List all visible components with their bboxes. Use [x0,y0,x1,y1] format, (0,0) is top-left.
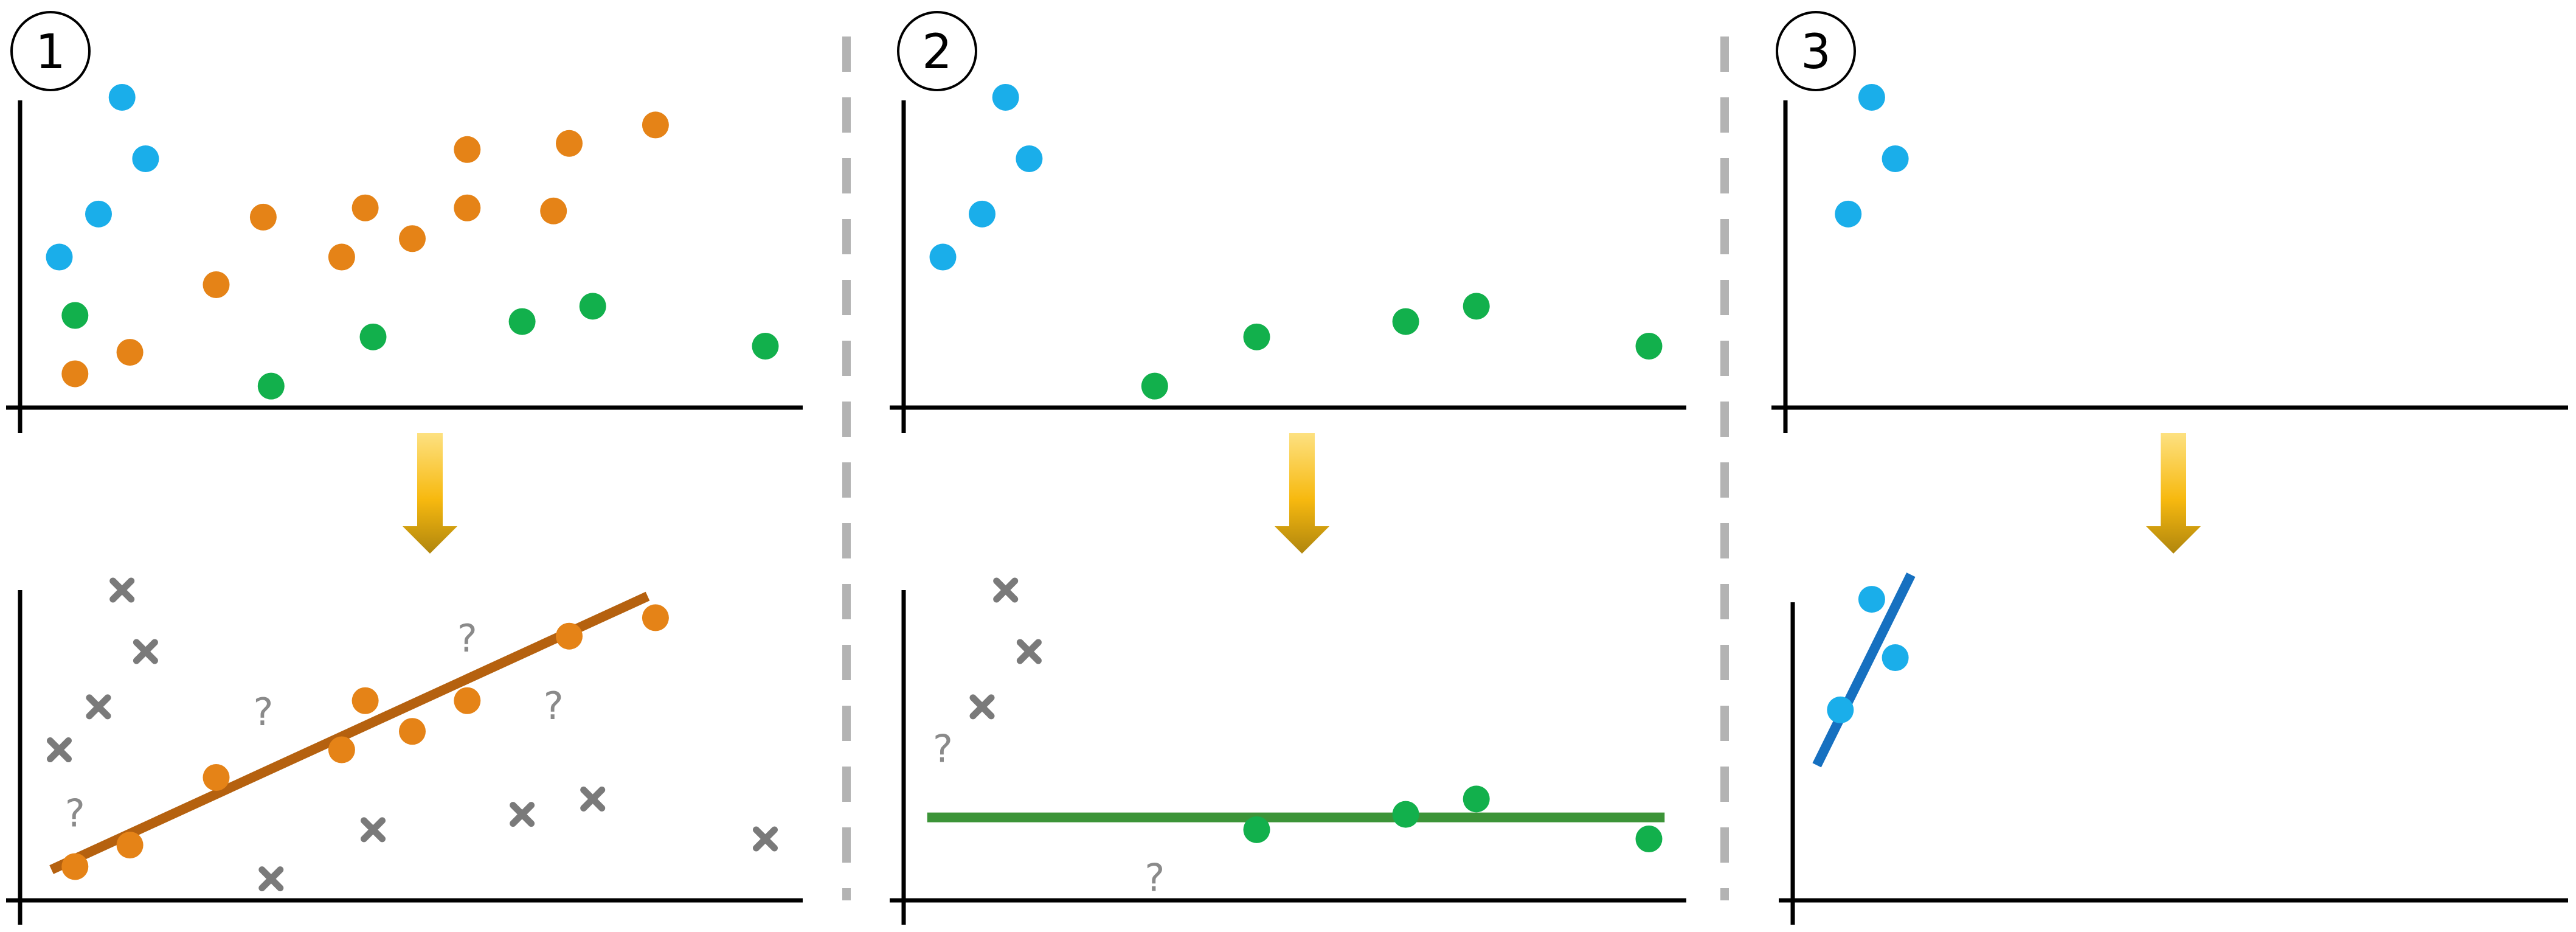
orange-point [399,225,426,252]
step-label-1: 1 [10,11,91,91]
blue-point [85,200,112,228]
cross-icon [580,786,606,812]
question-mark: ? [253,690,273,734]
orange-point [454,136,481,163]
green-point [1141,372,1168,400]
orange-point [203,271,230,298]
cross-icon [361,817,386,843]
step-number: 3 [1801,25,1831,80]
green-point [1463,785,1490,813]
question-mark: ? [457,616,477,661]
cross-icon [993,577,1019,603]
blue-point [1858,83,1885,111]
question-mark: ? [933,727,953,771]
green-point [1635,826,1663,852]
cross-icon [47,737,72,763]
panel-3-bottom-axes [1779,602,2568,925]
down-arrow-icon [1275,433,1329,554]
fit-line [49,591,650,874]
green-point [61,302,89,329]
blue-point [1882,145,1909,172]
cross-icon [258,866,284,892]
blue-point [108,83,136,111]
orange-point [116,832,144,859]
panel-2-top-axes [890,100,1686,433]
green-point [1243,323,1270,350]
blue-point [1858,586,1885,613]
orange-point [399,718,426,745]
down-arrow-icon [2146,433,2201,554]
question-mark: ? [544,684,564,728]
orange-point [351,687,379,714]
blue-point [46,243,73,271]
orange-point [61,853,89,880]
fit-line [1812,572,1916,768]
down-arrow-icon [403,433,457,554]
orange-point [351,194,379,221]
panel-1-top-axes [6,100,803,433]
step-label-3: 3 [1776,11,1856,91]
orange-point [540,197,567,224]
orange-point [454,194,481,221]
cross-icon [1016,639,1042,664]
green-point [257,372,285,400]
orange-point [454,687,481,714]
step-number: 2 [922,25,952,80]
blue-point [969,200,995,228]
blue-point [1827,696,1854,723]
question-mark: ? [1144,856,1165,900]
orange-point [61,360,89,388]
blue-point [992,83,1019,111]
blue-point [1882,644,1909,672]
blue-point [1016,145,1043,172]
orange-point [116,339,144,366]
blue-point [929,243,957,271]
green-point [1392,308,1419,335]
orange-point [249,203,277,231]
green-point [508,308,536,335]
green-point [1635,333,1663,360]
panel-3-top-axes [1771,100,2568,433]
panel-1-bottom-axes [6,590,803,925]
panel-2-bottom-axes [890,590,1686,925]
orange-point [203,764,230,791]
cross-icon [753,826,778,852]
blue-point [132,145,159,172]
green-point [359,323,387,350]
question-mark: ? [65,791,85,836]
green-point [1463,293,1490,320]
cross-icon [133,639,158,664]
orange-point [642,111,669,139]
orange-point [328,243,355,271]
blue-point [1835,200,1862,228]
orange-point [642,604,669,631]
cross-icon [510,802,535,827]
green-point [579,293,606,320]
data-marks: ?????? [46,83,1916,900]
green-point [1243,816,1270,843]
orange-point [328,736,355,763]
orange-point [556,622,583,650]
cross-icon [969,694,995,720]
step-label-2: 2 [897,11,977,91]
orange-point [556,130,583,157]
green-point [752,333,779,360]
green-point [1392,801,1419,828]
step-number: 1 [35,25,66,80]
cross-icon [86,694,111,720]
cross-icon [109,577,135,603]
